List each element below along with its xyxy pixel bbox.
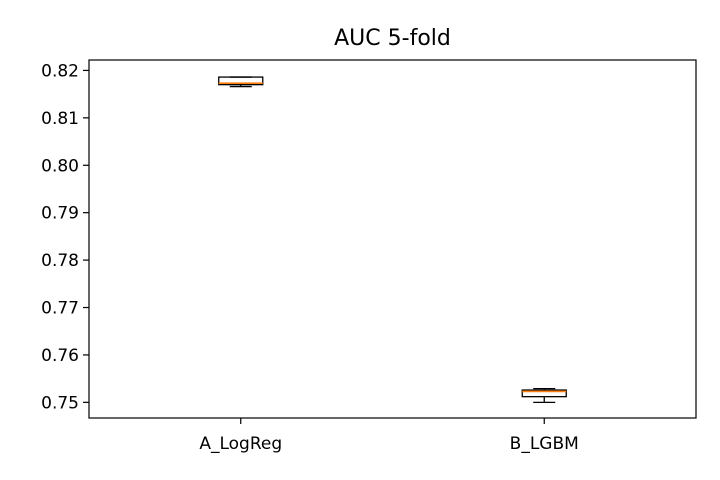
y-tick-label-4: 0.79	[41, 204, 79, 224]
x-tick-label-0: A_LogReg	[199, 434, 282, 454]
box-a-logreg	[218, 76, 264, 86]
plot-frame	[88, 59, 697, 419]
y-tick-label-6: 0.81	[41, 109, 79, 129]
chart-title: AUC 5-fold	[334, 26, 451, 51]
y-tick-label-1: 0.76	[41, 346, 79, 366]
plot-area: 0.75 0.76 0.77 0.78 0.79 0.80 0.81 0.82 A_LogReg…	[41, 59, 697, 454]
y-tick-label-3: 0.78	[41, 251, 79, 271]
x-tick-label-1: B_LGBM	[510, 434, 579, 454]
y-tick-label-0: 0.75	[41, 393, 79, 413]
y-tick-label-5: 0.80	[41, 156, 79, 176]
y-tick-label-2: 0.77	[41, 299, 79, 319]
box-b-lgbm	[521, 389, 567, 398]
y-tick-label-7: 0.82	[41, 61, 79, 81]
